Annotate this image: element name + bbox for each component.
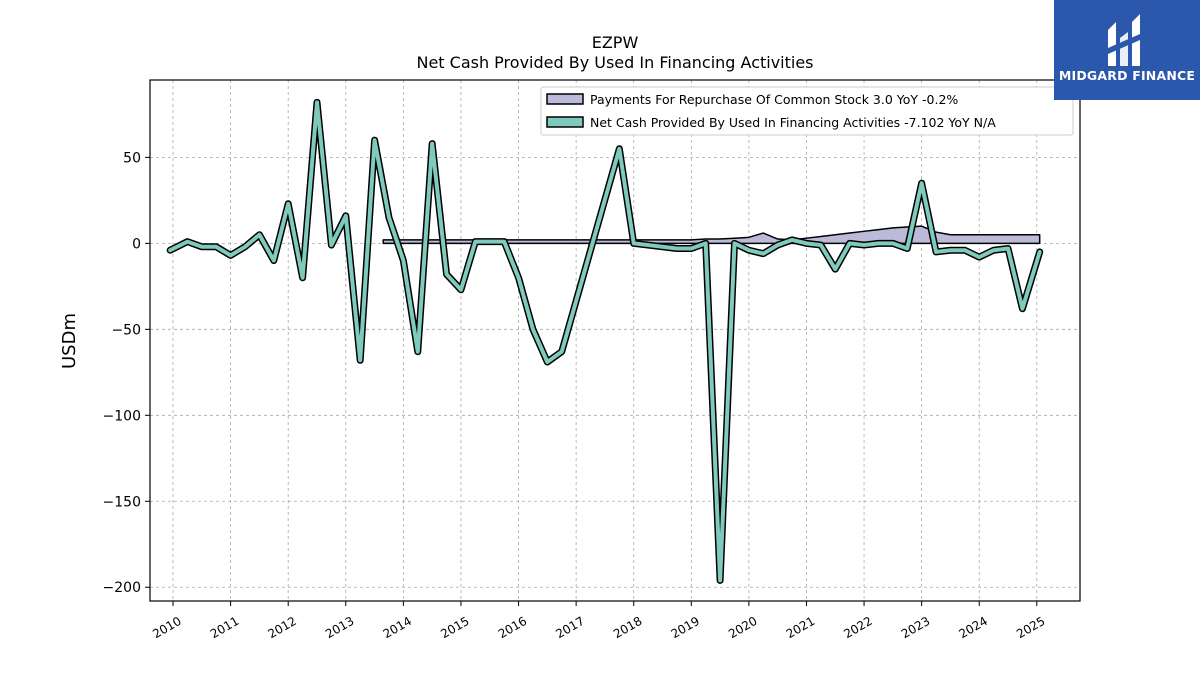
x-ticks: 2010 2011 2012 2013 2014 2015 2016 2017 2018 2019…: [150, 601, 1048, 641]
line-series: [166, 98, 1044, 584]
chart-subtitle: Net Cash Provided By Used In Financing A…: [416, 53, 813, 72]
x-tick-label: 2010: [150, 614, 183, 641]
series-repurchase-area: [382, 225, 1041, 245]
logo-mark-icon: [1108, 14, 1140, 66]
legend-swatch-financing: [546, 116, 584, 128]
legend: Payments For Repurchase Of Common Stock …: [540, 86, 1074, 136]
midgard-finance-logo: MIDGARD FINANCE: [1054, 0, 1200, 100]
chart-title: EZPW: [592, 33, 639, 52]
x-tick-label: 2019: [669, 614, 702, 641]
x-tick-label: 2016: [496, 614, 529, 641]
series-financing-outline: [166, 98, 1044, 584]
y-tick-label: −200: [103, 580, 141, 596]
x-tick-label: 2021: [784, 614, 817, 641]
y-axis-label: USDm: [59, 313, 80, 369]
y-tick-label: −50: [111, 322, 141, 338]
y-tick-label: −100: [103, 408, 141, 424]
x-tick-label: 2024: [956, 614, 989, 641]
x-tick-label: 2015: [438, 614, 471, 641]
series-financing-line: [168, 100, 1042, 583]
x-tick-label: 2022: [841, 614, 874, 641]
band-series: [382, 225, 1041, 245]
x-tick-label: 2025: [1014, 614, 1047, 641]
plot-frame: [149, 79, 1081, 602]
logo-text: MIDGARD FINANCE: [1058, 68, 1196, 83]
y-tick-label: −150: [103, 494, 141, 510]
legend-swatch-repurchase: [546, 93, 584, 105]
x-tick-label: 2018: [611, 614, 644, 641]
x-tick-label: 2014: [381, 614, 414, 641]
x-tick-label: 2012: [265, 614, 298, 641]
x-tick-label: 2023: [899, 614, 932, 641]
x-tick-label: 2013: [323, 614, 356, 641]
x-tick-label: 2017: [553, 614, 586, 641]
y-tick-label: 0: [132, 236, 141, 252]
y-ticks: 50 0 −50 −100 −150 −200: [103, 150, 150, 596]
x-tick-label: 2020: [726, 614, 759, 641]
legend-box: [540, 86, 1074, 136]
y-tick-label: 50: [123, 150, 141, 166]
legend-label-repurchase: Payments For Repurchase Of Common Stock …: [590, 92, 958, 107]
x-tick-label: 2011: [208, 614, 241, 641]
legend-label-financing: Net Cash Provided By Used In Financing A…: [590, 115, 996, 130]
